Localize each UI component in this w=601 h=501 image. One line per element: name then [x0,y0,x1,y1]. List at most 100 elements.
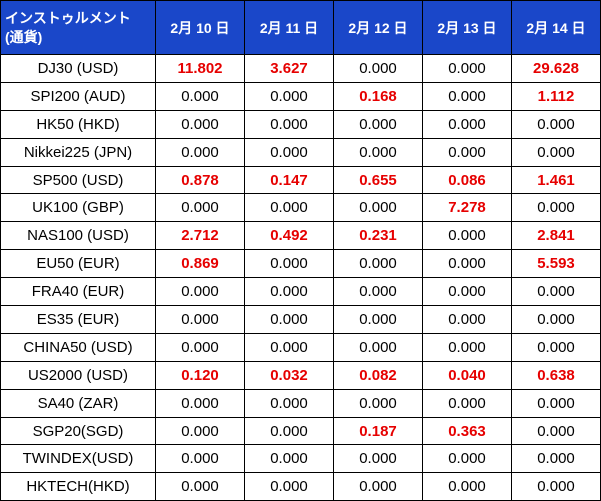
value-cell: 0.000 [511,137,601,167]
instrument-name-cell: ES35 (EUR) [0,305,156,334]
instrument-name-cell: SPI200 (AUD) [0,81,156,111]
value-cell: 0.000 [333,109,423,139]
date-column-header: 2月 10 日 [155,0,245,55]
value-cell: 0.000 [155,472,245,501]
value-cell: 0.000 [511,472,601,501]
value-cell: 0.032 [244,360,334,390]
value-cell: 0.000 [422,444,512,474]
value-cell: 3.627 [244,54,334,83]
value-cell: 0.000 [155,277,245,307]
value-cell: 0.187 [333,416,423,446]
value-cell: 0.000 [422,137,512,167]
date-column-header: 2月 11 日 [244,0,334,55]
instrument-name-cell: NAS100 (USD) [0,221,156,251]
value-cell: 0.000 [244,444,334,474]
value-cell: 0.000 [155,109,245,139]
value-cell: 0.082 [333,360,423,390]
value-cell: 0.000 [155,137,245,167]
value-cell: 0.000 [422,221,512,251]
value-cell: 0.000 [511,277,601,307]
value-cell: 11.802 [155,54,245,83]
value-cell: 0.000 [422,249,512,279]
date-column-header: 2月 14 日 [511,0,601,55]
value-cell: 0.000 [244,277,334,307]
value-cell: 0.000 [155,81,245,111]
value-cell: 0.000 [422,388,512,418]
value-cell: 0.000 [244,305,334,334]
value-cell: 0.363 [422,416,512,446]
instrument-column-header: インストゥルメント (通貨) [0,0,156,55]
value-cell: 0.869 [155,249,245,279]
value-cell: 7.278 [422,193,512,223]
value-cell: 0.638 [511,360,601,390]
value-cell: 0.000 [422,81,512,111]
instrument-name-cell: Nikkei225 (JPN) [0,137,156,167]
table-row: SA40 (ZAR) 0.000 0.000 0.000 0.000 0.000 [0,388,601,418]
table-row: UK100 (GBP) 0.000 0.000 0.000 7.278 0.000 [0,193,601,223]
table-body: DJ30 (USD) 11.802 3.627 0.000 0.000 29.628 SPI… [0,54,601,501]
value-cell: 0.168 [333,81,423,111]
value-cell: 0.000 [244,332,334,362]
value-cell: 0.878 [155,165,245,195]
value-cell: 0.120 [155,360,245,390]
instrument-name-cell: SA40 (ZAR) [0,388,156,418]
value-cell: 0.000 [155,332,245,362]
table-row: TWINDEX(USD) 0.000 0.000 0.000 0.000 0.000 [0,444,601,474]
table-row: EU50 (EUR) 0.869 0.000 0.000 0.000 5.593 [0,249,601,279]
value-cell: 0.000 [511,388,601,418]
value-cell: 0.000 [511,332,601,362]
table-row: SPI200 (AUD) 0.000 0.000 0.168 0.000 1.112 [0,81,601,111]
value-cell: 0.000 [244,416,334,446]
value-cell: 0.040 [422,360,512,390]
value-cell: 0.000 [333,277,423,307]
header-row: インストゥルメント (通貨) 2月 10 日 2月 11 日 2月 12 日 2… [0,0,601,55]
instrument-name-cell: CHINA50 (USD) [0,332,156,362]
instrument-name-cell: HK50 (HKD) [0,109,156,139]
table-row: CHINA50 (USD) 0.000 0.000 0.000 0.000 0.000 [0,332,601,362]
value-cell: 0.000 [422,332,512,362]
value-cell: 2.712 [155,221,245,251]
value-cell: 0.000 [333,472,423,501]
value-cell: 0.000 [333,305,423,334]
value-cell: 0.000 [155,416,245,446]
instrument-name-cell: HKTECH(HKD) [0,472,156,501]
value-cell: 0.000 [333,137,423,167]
table-row: DJ30 (USD) 11.802 3.627 0.000 0.000 29.628 [0,54,601,83]
value-cell: 0.000 [333,54,423,83]
value-cell: 29.628 [511,54,601,83]
value-cell: 0.000 [244,193,334,223]
value-cell: 0.000 [244,81,334,111]
value-cell: 0.000 [244,249,334,279]
value-cell: 0.000 [333,193,423,223]
value-cell: 0.000 [511,305,601,334]
instrument-name-cell: SP500 (USD) [0,165,156,195]
value-cell: 0.086 [422,165,512,195]
table-row: US2000 (USD) 0.120 0.032 0.082 0.040 0.638 [0,360,601,390]
table-row: NAS100 (USD) 2.712 0.492 0.231 0.000 2.841 [0,221,601,251]
value-cell: 0.147 [244,165,334,195]
instrument-name-cell: DJ30 (USD) [0,54,156,83]
instrument-name-cell: FRA40 (EUR) [0,277,156,307]
value-cell: 0.000 [333,249,423,279]
value-cell: 2.841 [511,221,601,251]
value-cell: 0.000 [333,332,423,362]
value-cell: 0.000 [155,444,245,474]
value-cell: 0.000 [244,472,334,501]
value-cell: 0.000 [511,416,601,446]
currency-header-label: (通貨) [5,28,43,45]
date-column-header: 2月 12 日 [333,0,423,55]
instrument-name-cell: SGP20(SGD) [0,416,156,446]
table-row: FRA40 (EUR) 0.000 0.000 0.000 0.000 0.000 [0,277,601,307]
date-column-header: 2月 13 日 [422,0,512,55]
table-row: ES35 (EUR) 0.000 0.000 0.000 0.000 0.000 [0,305,601,334]
value-cell: 0.000 [244,109,334,139]
value-cell: 0.231 [333,221,423,251]
value-cell: 0.655 [333,165,423,195]
value-cell: 0.000 [422,305,512,334]
instrument-name-cell: EU50 (EUR) [0,249,156,279]
value-cell: 0.000 [422,109,512,139]
value-cell: 1.461 [511,165,601,195]
value-cell: 0.000 [155,388,245,418]
value-cell: 0.000 [244,137,334,167]
